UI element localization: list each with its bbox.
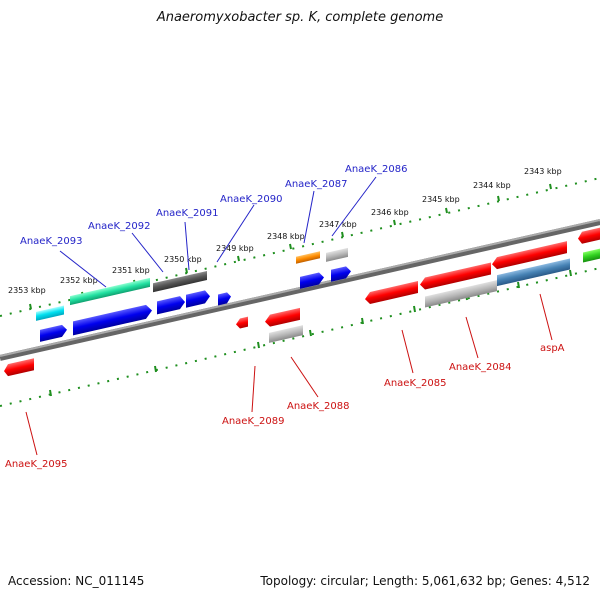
kbp-label: 2343 kbp xyxy=(524,167,562,176)
kbp-label: 2346 kbp xyxy=(371,208,409,217)
lower-ruler xyxy=(0,267,600,407)
gene-box xyxy=(269,325,303,343)
kbp-label: 2344 kbp xyxy=(473,181,511,190)
accession-text: Accession: NC_011145 xyxy=(8,574,145,588)
gene-label: AnaeK_2084 xyxy=(449,362,511,373)
gene-label: AnaeK_2089 xyxy=(222,416,284,427)
gene-arrow xyxy=(420,262,491,290)
gene-box xyxy=(296,251,320,264)
gene-arrow xyxy=(73,304,152,336)
gene-arrow xyxy=(186,290,210,308)
kbp-label: 2352 kbp xyxy=(60,276,98,285)
reverse-leaders xyxy=(25,293,553,456)
kbp-label: 2345 kbp xyxy=(422,195,460,204)
kbp-labels: 2353 kbp 2352 kbp 2351 kbp 2350 kbp 2349… xyxy=(8,167,562,295)
kbp-label: 2353 kbp xyxy=(8,286,46,295)
gene-box xyxy=(70,277,150,306)
gene-box xyxy=(153,270,207,293)
forward-labels: AnaeK_2093 AnaeK_2092 AnaeK_2091 AnaeK_2… xyxy=(20,164,407,247)
gene-arrow xyxy=(4,358,34,377)
gene-arrow xyxy=(40,324,67,342)
gene-arrow xyxy=(157,296,185,315)
gene-box xyxy=(497,258,570,287)
gene-arrow xyxy=(300,272,324,289)
gene-label: AnaeK_2088 xyxy=(287,401,349,412)
gene-label: AnaeK_2091 xyxy=(156,208,218,219)
reverse-labels: AnaeK_2095 AnaeK_2089 AnaeK_2088 AnaeK_2… xyxy=(5,343,565,470)
gene-label: AnaeK_2090 xyxy=(220,194,282,205)
gene-arrow xyxy=(492,241,567,270)
gene-box xyxy=(36,305,64,321)
kbp-label: 2347 kbp xyxy=(319,220,357,229)
gene-box xyxy=(583,248,600,263)
gene-box xyxy=(326,247,348,262)
gene-features xyxy=(4,227,600,377)
gene-arrow xyxy=(365,281,418,304)
gene-label: AnaeK_2085 xyxy=(384,378,446,389)
gene-label: aspA xyxy=(540,343,565,354)
gene-arrow xyxy=(578,227,600,244)
gene-arrow xyxy=(218,292,231,306)
gene-arrow xyxy=(331,266,351,282)
gene-arrow xyxy=(236,316,248,329)
kbp-label: 2351 kbp xyxy=(112,266,150,275)
map-title: Anaeromyxobacter sp. K, complete genome xyxy=(156,10,444,25)
kbp-label: 2350 kbp xyxy=(164,255,202,264)
genome-summary-text: Topology: circular; Length: 5,061,632 bp… xyxy=(260,574,590,588)
gene-label: AnaeK_2092 xyxy=(88,221,150,232)
gene-arrow xyxy=(265,307,300,327)
kbp-label: 2349 kbp xyxy=(216,244,254,253)
kbp-label: 2348 kbp xyxy=(267,232,305,241)
gene-label: AnaeK_2086 xyxy=(345,164,407,175)
gene-label: AnaeK_2095 xyxy=(5,459,67,470)
gene-box xyxy=(425,280,497,308)
gene-label: AnaeK_2093 xyxy=(20,236,82,247)
gene-label: AnaeK_2087 xyxy=(285,179,347,190)
forward-leaders xyxy=(59,176,377,288)
